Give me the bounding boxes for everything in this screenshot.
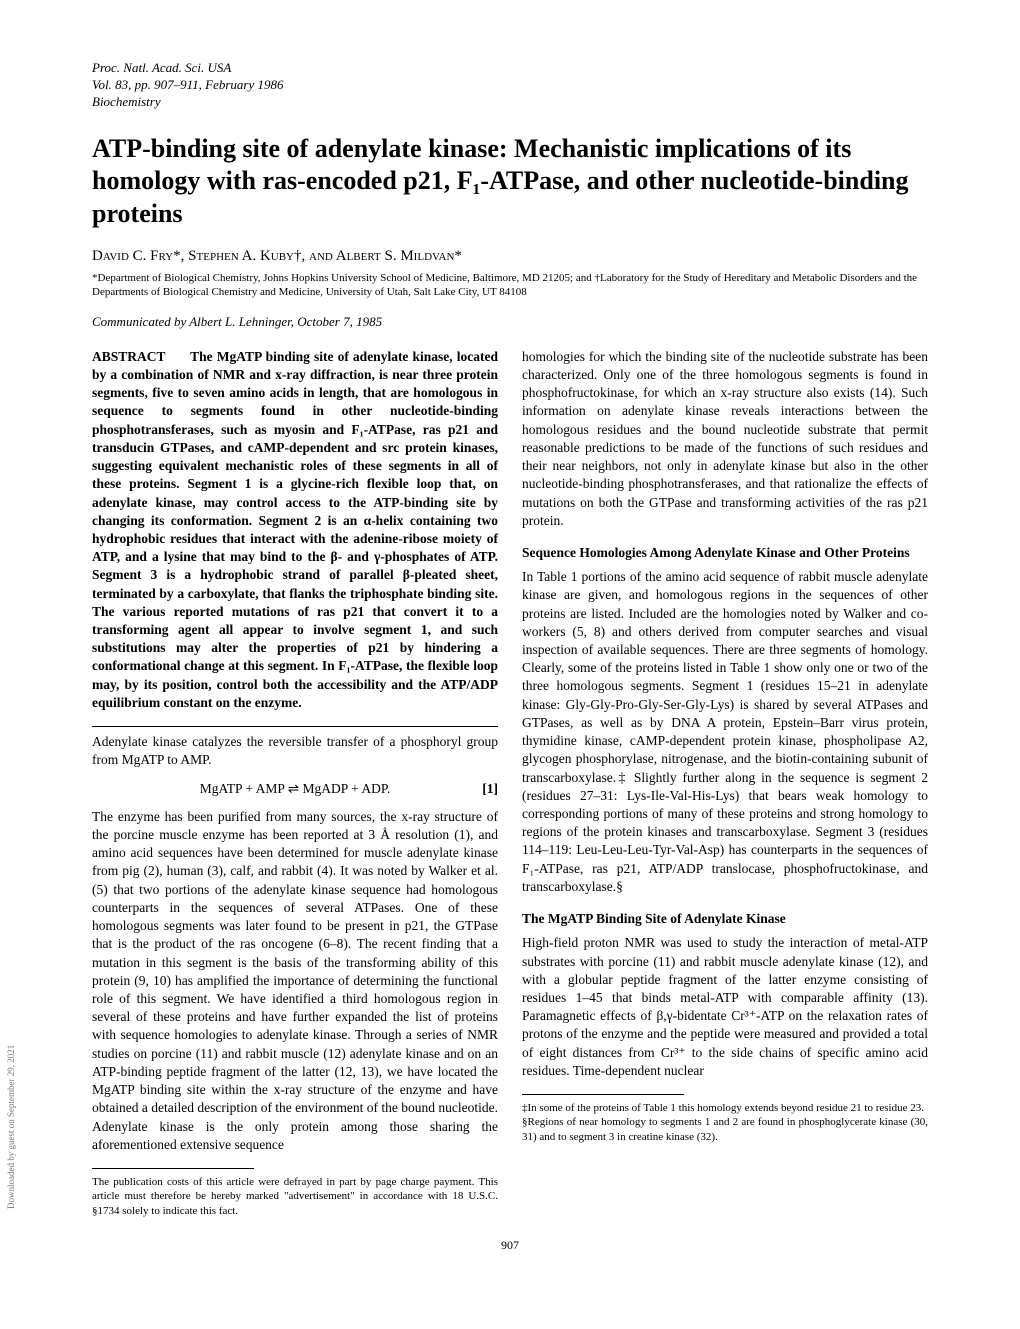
equation-1: MgATP + AMP ⇌ MgADP + ADP. [1]: [92, 780, 498, 798]
journal-name: Proc. Natl. Acad. Sci. USA: [92, 60, 928, 77]
journal-section: Biochemistry: [92, 94, 928, 111]
communicated-by: Communicated by Albert L. Lehninger, Oct…: [92, 314, 928, 330]
abstract-text: The MgATP binding site of adenylate kina…: [92, 349, 498, 710]
footnote-section: §Regions of near homology to segments 1 …: [522, 1115, 928, 1144]
section-heading-homologies: Sequence Homologies Among Adenylate Kina…: [522, 544, 928, 562]
article-title: ATP-binding site of adenylate kinase: Me…: [92, 133, 928, 231]
equation-body: MgATP + AMP ⇌ MgADP + ADP.: [200, 781, 390, 796]
col2-para-2: In Table 1 portions of the amino acid se…: [522, 568, 928, 896]
right-column: homologies for which the binding site of…: [522, 348, 928, 1218]
footnote-dagger: ‡In some of the proteins of Table 1 this…: [522, 1101, 928, 1115]
affiliations: *Department of Biological Chemistry, Joh…: [92, 271, 928, 300]
intro-para-1: Adenylate kinase catalyzes the reversibl…: [92, 733, 498, 769]
left-column: ABSTRACT The MgATP binding site of adeny…: [92, 348, 498, 1218]
page-number: 907: [92, 1238, 928, 1253]
download-watermark: Downloaded by guest on September 29, 202…: [6, 1045, 16, 1209]
section-heading-binding-site: The MgATP Binding Site of Adenylate Kina…: [522, 910, 928, 928]
body-columns: ABSTRACT The MgATP binding site of adeny…: [92, 348, 928, 1218]
journal-header: Proc. Natl. Acad. Sci. USA Vol. 83, pp. …: [92, 60, 928, 111]
publication-footnote: The publication costs of this article we…: [92, 1175, 498, 1218]
intro-para-2: The enzyme has been purified from many s…: [92, 808, 498, 1154]
authors: David C. Fry*, Stephen A. Kuby†, and Alb…: [92, 248, 928, 265]
col2-para-1: homologies for which the binding site of…: [522, 348, 928, 530]
equation-number: [1]: [482, 780, 498, 798]
abstract-separator: [92, 726, 498, 727]
footnote-separator-right: [522, 1094, 684, 1095]
col2-para-3: High-field proton NMR was used to study …: [522, 934, 928, 1080]
footnote-separator-left: [92, 1168, 254, 1169]
journal-volume: Vol. 83, pp. 907–911, February 1986: [92, 77, 928, 94]
abstract-label: ABSTRACT: [92, 349, 166, 364]
